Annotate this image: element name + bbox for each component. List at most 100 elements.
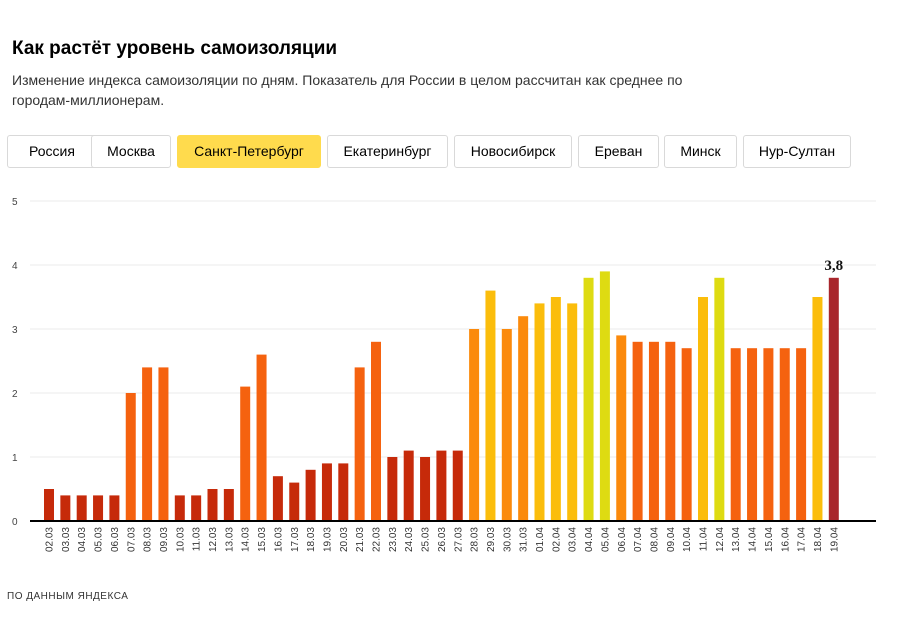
bar-22.03[interactable] — [371, 341, 381, 521]
y-tick-label: 3 — [12, 325, 18, 336]
x-tick-label: 14.04 — [748, 527, 759, 552]
x-tick-label: 29.03 — [486, 527, 497, 552]
bar-07.04[interactable] — [632, 341, 643, 521]
x-tick-label: 04.03 — [77, 527, 88, 552]
x-tick-label: 27.03 — [453, 527, 464, 552]
tab-novosibirsk[interactable]: Новосибирск — [454, 135, 572, 168]
x-tick-label: 16.03 — [273, 527, 284, 552]
bar-18.04[interactable] — [812, 297, 823, 521]
x-tick-label: 13.03 — [224, 527, 235, 552]
data-source: ПО ДАННЫМ ЯНДЕКСА — [7, 591, 129, 602]
bar-10.04[interactable] — [681, 348, 692, 521]
bar-14.03[interactable] — [240, 386, 251, 521]
bar-01.04[interactable] — [534, 303, 545, 521]
x-tick-label: 28.03 — [470, 527, 481, 552]
bar-20.03[interactable] — [338, 463, 349, 521]
tab-russia[interactable]: Россия — [7, 135, 97, 168]
bar-10.03[interactable] — [174, 495, 185, 521]
x-tick-label: 07.04 — [633, 527, 644, 552]
bar-04.03[interactable] — [76, 495, 87, 521]
y-tick-label: 2 — [12, 389, 18, 400]
bar-16.03[interactable] — [272, 476, 283, 521]
bar-04.04[interactable] — [583, 277, 594, 521]
x-tick-label: 02.03 — [45, 527, 56, 552]
bar-05.04[interactable] — [599, 271, 610, 521]
chart-grid — [30, 200, 876, 458]
bar-11.03[interactable] — [191, 495, 202, 521]
x-tick-label: 09.03 — [159, 527, 170, 552]
y-axis: 0 1 2 3 4 5 — [12, 197, 18, 528]
x-tick-label: 05.03 — [94, 527, 105, 552]
x-tick-label: 05.04 — [600, 527, 611, 552]
bar-02.04[interactable] — [550, 297, 561, 521]
tab-moscow[interactable]: Москва — [91, 135, 171, 168]
x-tick-label: 19.03 — [322, 527, 333, 552]
bar-15.04[interactable] — [763, 348, 774, 521]
bar-30.03[interactable] — [501, 329, 512, 521]
x-tick-label: 16.04 — [780, 527, 791, 552]
x-tick-label: 30.03 — [502, 527, 513, 552]
bar-31.03[interactable] — [518, 316, 529, 521]
bar-13.03[interactable] — [223, 489, 234, 521]
x-tick-label: 08.03 — [143, 527, 154, 552]
bar-19.04[interactable] — [828, 277, 839, 521]
x-tick-label: 25.03 — [421, 527, 432, 552]
x-tick-label: 11.03 — [192, 527, 203, 552]
x-tick-label: 26.03 — [437, 527, 448, 552]
bar-03.03[interactable] — [60, 495, 71, 521]
bar-08.03[interactable] — [142, 367, 153, 521]
x-tick-label: 03.03 — [61, 527, 72, 552]
x-tick-label: 13.04 — [731, 527, 742, 552]
bar-13.04[interactable] — [730, 348, 741, 521]
bar-07.03[interactable] — [125, 393, 136, 521]
bar-29.03[interactable] — [485, 290, 496, 521]
x-tick-label: 15.03 — [257, 527, 268, 552]
bar-12.04[interactable] — [714, 277, 725, 521]
bar-15.03[interactable] — [256, 354, 267, 521]
bar-09.04[interactable] — [665, 341, 676, 521]
bar-11.04[interactable] — [698, 297, 708, 521]
tab-yerevan[interactable]: Ереван — [578, 135, 659, 168]
bar-08.04[interactable] — [648, 341, 659, 521]
x-tick-label: 06.04 — [617, 527, 628, 552]
x-tick-label: 08.04 — [649, 527, 660, 552]
bar-28.03[interactable] — [469, 329, 480, 521]
tab-nur-sultan[interactable]: Нур-Султан — [743, 135, 851, 168]
x-tick-label: 09.04 — [666, 527, 677, 552]
bar-16.04[interactable] — [779, 348, 790, 521]
bar-09.03[interactable] — [158, 367, 169, 521]
x-tick-label: 24.03 — [404, 527, 415, 552]
x-tick-label: 20.03 — [339, 527, 350, 552]
x-tick-label: 17.03 — [290, 527, 301, 552]
bar-21.03[interactable] — [354, 367, 365, 521]
x-tick-label: 02.04 — [551, 527, 562, 552]
x-tick-label: 11.04 — [699, 527, 710, 552]
x-tick-label: 06.03 — [110, 527, 121, 552]
bar-18.03[interactable] — [305, 469, 316, 521]
x-tick-label: 31.03 — [519, 527, 530, 552]
x-tick-label: 18.04 — [813, 527, 824, 552]
x-tick-label: 19.04 — [829, 527, 840, 552]
x-tick-label: 23.03 — [388, 527, 399, 552]
tab-saint-petersburg[interactable]: Санкт-Петербург — [177, 135, 321, 168]
tab-minsk[interactable]: Минск — [664, 135, 737, 168]
bar-25.03[interactable] — [420, 457, 431, 521]
bar-26.03[interactable] — [436, 450, 447, 521]
bar-17.04[interactable] — [796, 348, 807, 521]
bar-17.03[interactable] — [289, 482, 300, 521]
bar-24.03[interactable] — [403, 450, 414, 521]
x-tick-label: 04.04 — [584, 527, 595, 552]
bar-19.03[interactable] — [321, 463, 332, 521]
y-tick-label: 0 — [12, 517, 18, 528]
bar-27.03[interactable] — [452, 450, 463, 521]
bar-06.03[interactable] — [109, 495, 120, 521]
bar-06.04[interactable] — [616, 335, 627, 521]
bar-23.03[interactable] — [387, 457, 398, 521]
tab-yekaterinburg[interactable]: Екатеринбург — [327, 135, 448, 168]
bar-05.03[interactable] — [93, 495, 104, 521]
bar-03.04[interactable] — [567, 303, 578, 521]
x-tick-label: 12.04 — [715, 527, 726, 552]
bar-14.04[interactable] — [747, 348, 758, 521]
bar-12.03[interactable] — [207, 489, 218, 521]
bar-02.03[interactable] — [44, 489, 54, 521]
